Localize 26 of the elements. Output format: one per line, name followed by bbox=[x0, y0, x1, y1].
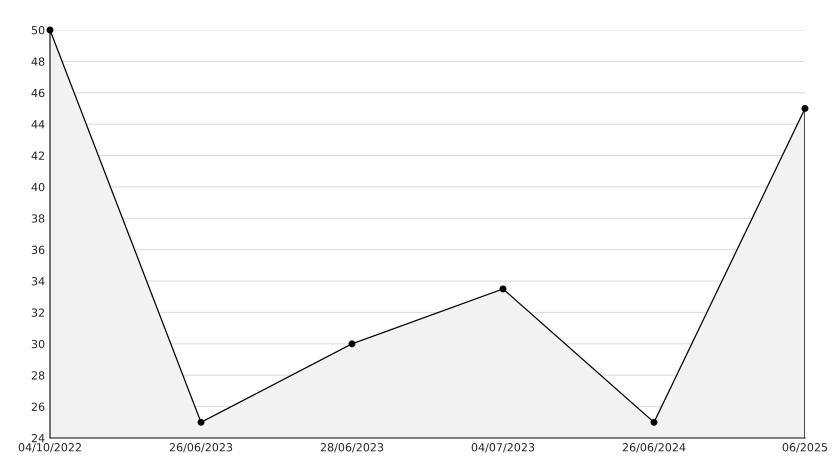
point bbox=[348, 340, 356, 348]
x-tick-label: 28/06/2023 bbox=[320, 443, 384, 452]
y-tick-label: 26 bbox=[32, 402, 44, 411]
y-tick-label: 28 bbox=[32, 371, 44, 380]
y-tick-label: 24 bbox=[32, 434, 45, 442]
y-tick-label: 34 bbox=[32, 277, 45, 286]
y-tick-label: 30 bbox=[32, 340, 44, 348]
x-tick-label: 04/10/2022 bbox=[18, 443, 81, 452]
y-tick-label: 32 bbox=[32, 308, 44, 317]
y-tick-label: 42 bbox=[32, 152, 44, 160]
point bbox=[500, 285, 506, 292]
x-tick-label: 06/2025 bbox=[782, 443, 828, 452]
point bbox=[46, 26, 54, 34]
y-tick-label: 44 bbox=[32, 120, 45, 128]
y-tick-label: 38 bbox=[32, 214, 44, 223]
x-tick-label: 04/07/2023 bbox=[472, 443, 534, 452]
y-tick-label: 40 bbox=[32, 182, 44, 192]
y-tick-label: 48 bbox=[32, 57, 44, 66]
x-tick-label: 26/06/2023 bbox=[170, 443, 232, 452]
point bbox=[650, 418, 658, 426]
y-tick-label: 50 bbox=[32, 26, 44, 34]
y-tick-label: 36 bbox=[32, 246, 44, 254]
point bbox=[802, 104, 808, 112]
y-tick-label: 46 bbox=[32, 88, 44, 98]
x-tick-label: 26/06/2024 bbox=[622, 443, 686, 452]
point bbox=[198, 418, 204, 426]
